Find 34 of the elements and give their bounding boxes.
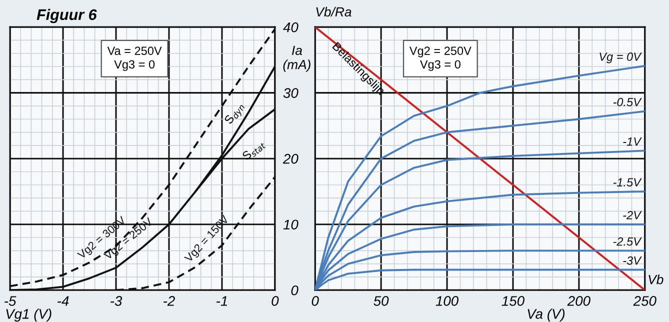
y-tick-label: 10 bbox=[283, 220, 298, 230]
x-tick-label: 200 bbox=[567, 296, 590, 306]
x-tick-label: -3 bbox=[110, 296, 122, 306]
annotation: Vb/Ra bbox=[316, 6, 352, 17]
series-label: -2V bbox=[623, 211, 642, 220]
series-label: -1.5V bbox=[613, 178, 642, 187]
annotation: Va = 250V Vg3 = 0 bbox=[107, 46, 162, 71]
x-tick-label: 0 bbox=[272, 296, 279, 306]
series-label: -1V bbox=[623, 137, 642, 146]
series-label: -0.5V bbox=[613, 98, 642, 106]
x-tick-label: 150 bbox=[502, 296, 524, 306]
chart-title: Figuur 6 bbox=[36, 8, 97, 24]
series-label: -2.5V bbox=[613, 237, 642, 246]
annotation: Vb bbox=[648, 274, 664, 284]
series-label: -3V bbox=[623, 256, 642, 265]
x-tick-label: -2 bbox=[164, 296, 175, 306]
x-tick-label: -5 bbox=[4, 296, 16, 306]
annotation: Vg2 = 250V Vg3 = 0 bbox=[409, 46, 472, 71]
x-tick-label: 100 bbox=[436, 296, 458, 306]
y-axis-title: Ia (mA) bbox=[283, 46, 310, 72]
y-tick-label: 30 bbox=[283, 88, 298, 98]
annotation: S$_{stat}$ bbox=[242, 138, 266, 162]
x-tick-label: -1 bbox=[216, 296, 227, 306]
x-tick-label: 0 bbox=[312, 296, 319, 306]
x-axis-title: Vg1 (V) bbox=[6, 308, 52, 322]
series-label: Vg = 0V bbox=[600, 52, 642, 64]
y-tick-label: 40 bbox=[283, 22, 298, 32]
x-tick-label: 50 bbox=[374, 296, 389, 306]
x-axis-title: Va (V) bbox=[528, 308, 565, 322]
annotation: S$_{dyn}$ bbox=[224, 101, 246, 127]
y-tick-label: 0 bbox=[291, 285, 298, 296]
x-tick-label: -4 bbox=[58, 296, 69, 306]
x-tick-label: 250 bbox=[633, 296, 656, 306]
y-tick-label: 20 bbox=[282, 154, 298, 164]
